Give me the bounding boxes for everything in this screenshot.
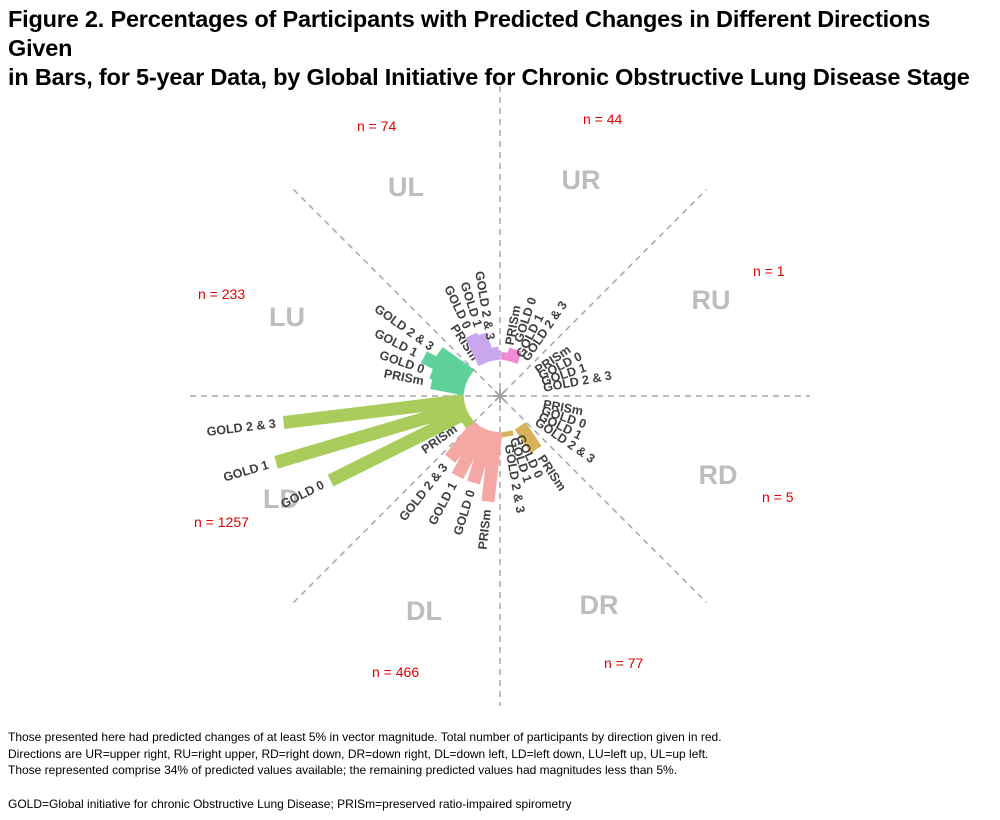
- bar-ld-gold-0: [327, 406, 471, 487]
- direction-label-ur: UR: [562, 165, 601, 195]
- bar-dr-prism: [514, 422, 542, 454]
- direction-label-rd: RD: [699, 460, 738, 490]
- figure-title: Figure 2. Percentages of Participants wi…: [8, 5, 993, 92]
- bar-ul-gold-2-3: [485, 346, 501, 362]
- bar-ur-gold-0: [505, 347, 522, 364]
- bar-label-ld-gold-2-3: GOLD 2 & 3: [206, 417, 277, 439]
- direction-label-ru: RU: [692, 285, 731, 315]
- n-count-rd: n = 5: [762, 489, 794, 505]
- direction-label-dr: DR: [580, 590, 619, 620]
- direction-label-ld: LD: [263, 484, 299, 514]
- bar-dl-prism: [481, 431, 503, 503]
- bar-label-ld-gold-0: GOLD 0: [279, 478, 327, 511]
- n-count-dl: n = 466: [372, 664, 419, 680]
- bar-ld-gold-1: [274, 399, 468, 469]
- direction-label-ul: UL: [388, 172, 424, 202]
- n-count-ru: n = 1: [753, 263, 785, 279]
- figure-notes: Those presented here had predicted chang…: [8, 729, 993, 812]
- n-count-dr: n = 77: [604, 655, 644, 671]
- n-count-ur: n = 44: [583, 111, 623, 127]
- bar-lu-gold-1: [420, 351, 471, 386]
- bar-dl-gold-1: [451, 424, 489, 480]
- note-line-2: Directions are UR=upper right, RU=right …: [8, 746, 709, 761]
- figure-title-line-2: in Bars, for 5-year Data, by Global Init…: [8, 64, 970, 90]
- bar-lu-gold-2-3: [435, 347, 475, 381]
- note-line-3: Those represented comprise 34% of predic…: [8, 763, 678, 777]
- bar-dl-gold-2-3: [444, 420, 483, 463]
- direction-label-dl: DL: [406, 596, 442, 626]
- n-count-lu: n = 233: [198, 286, 245, 302]
- bar-dr-gold-2-3: [499, 430, 514, 438]
- note-line-4: GOLD=Global initiative for chronic Obstr…: [8, 796, 572, 811]
- n-count-ul: n = 74: [357, 118, 397, 134]
- direction-label-lu: LU: [269, 302, 305, 332]
- radial-bar-chart: UR n = 44 RU n = 1 RD n = 5 DR n = 77 DL n = 466 L…: [190, 86, 810, 706]
- bar-label-dl-prism: PRISm: [476, 509, 494, 551]
- figure-title-line-1: Figure 2. Percentages of Participants wi…: [8, 6, 931, 61]
- bar-lu-gold-0: [429, 366, 469, 391]
- bar-dl-gold-0: [467, 428, 496, 485]
- bar-ld-gold-2-3: [282, 393, 466, 430]
- note-spacer: [8, 779, 993, 796]
- bar-label-ld-gold-1: GOLD 1: [222, 458, 271, 485]
- note-line-1: Those presented here had predicted chang…: [8, 730, 722, 744]
- n-count-ld: n = 1257: [194, 514, 249, 530]
- center-asterisk-stroke: [494, 390, 506, 402]
